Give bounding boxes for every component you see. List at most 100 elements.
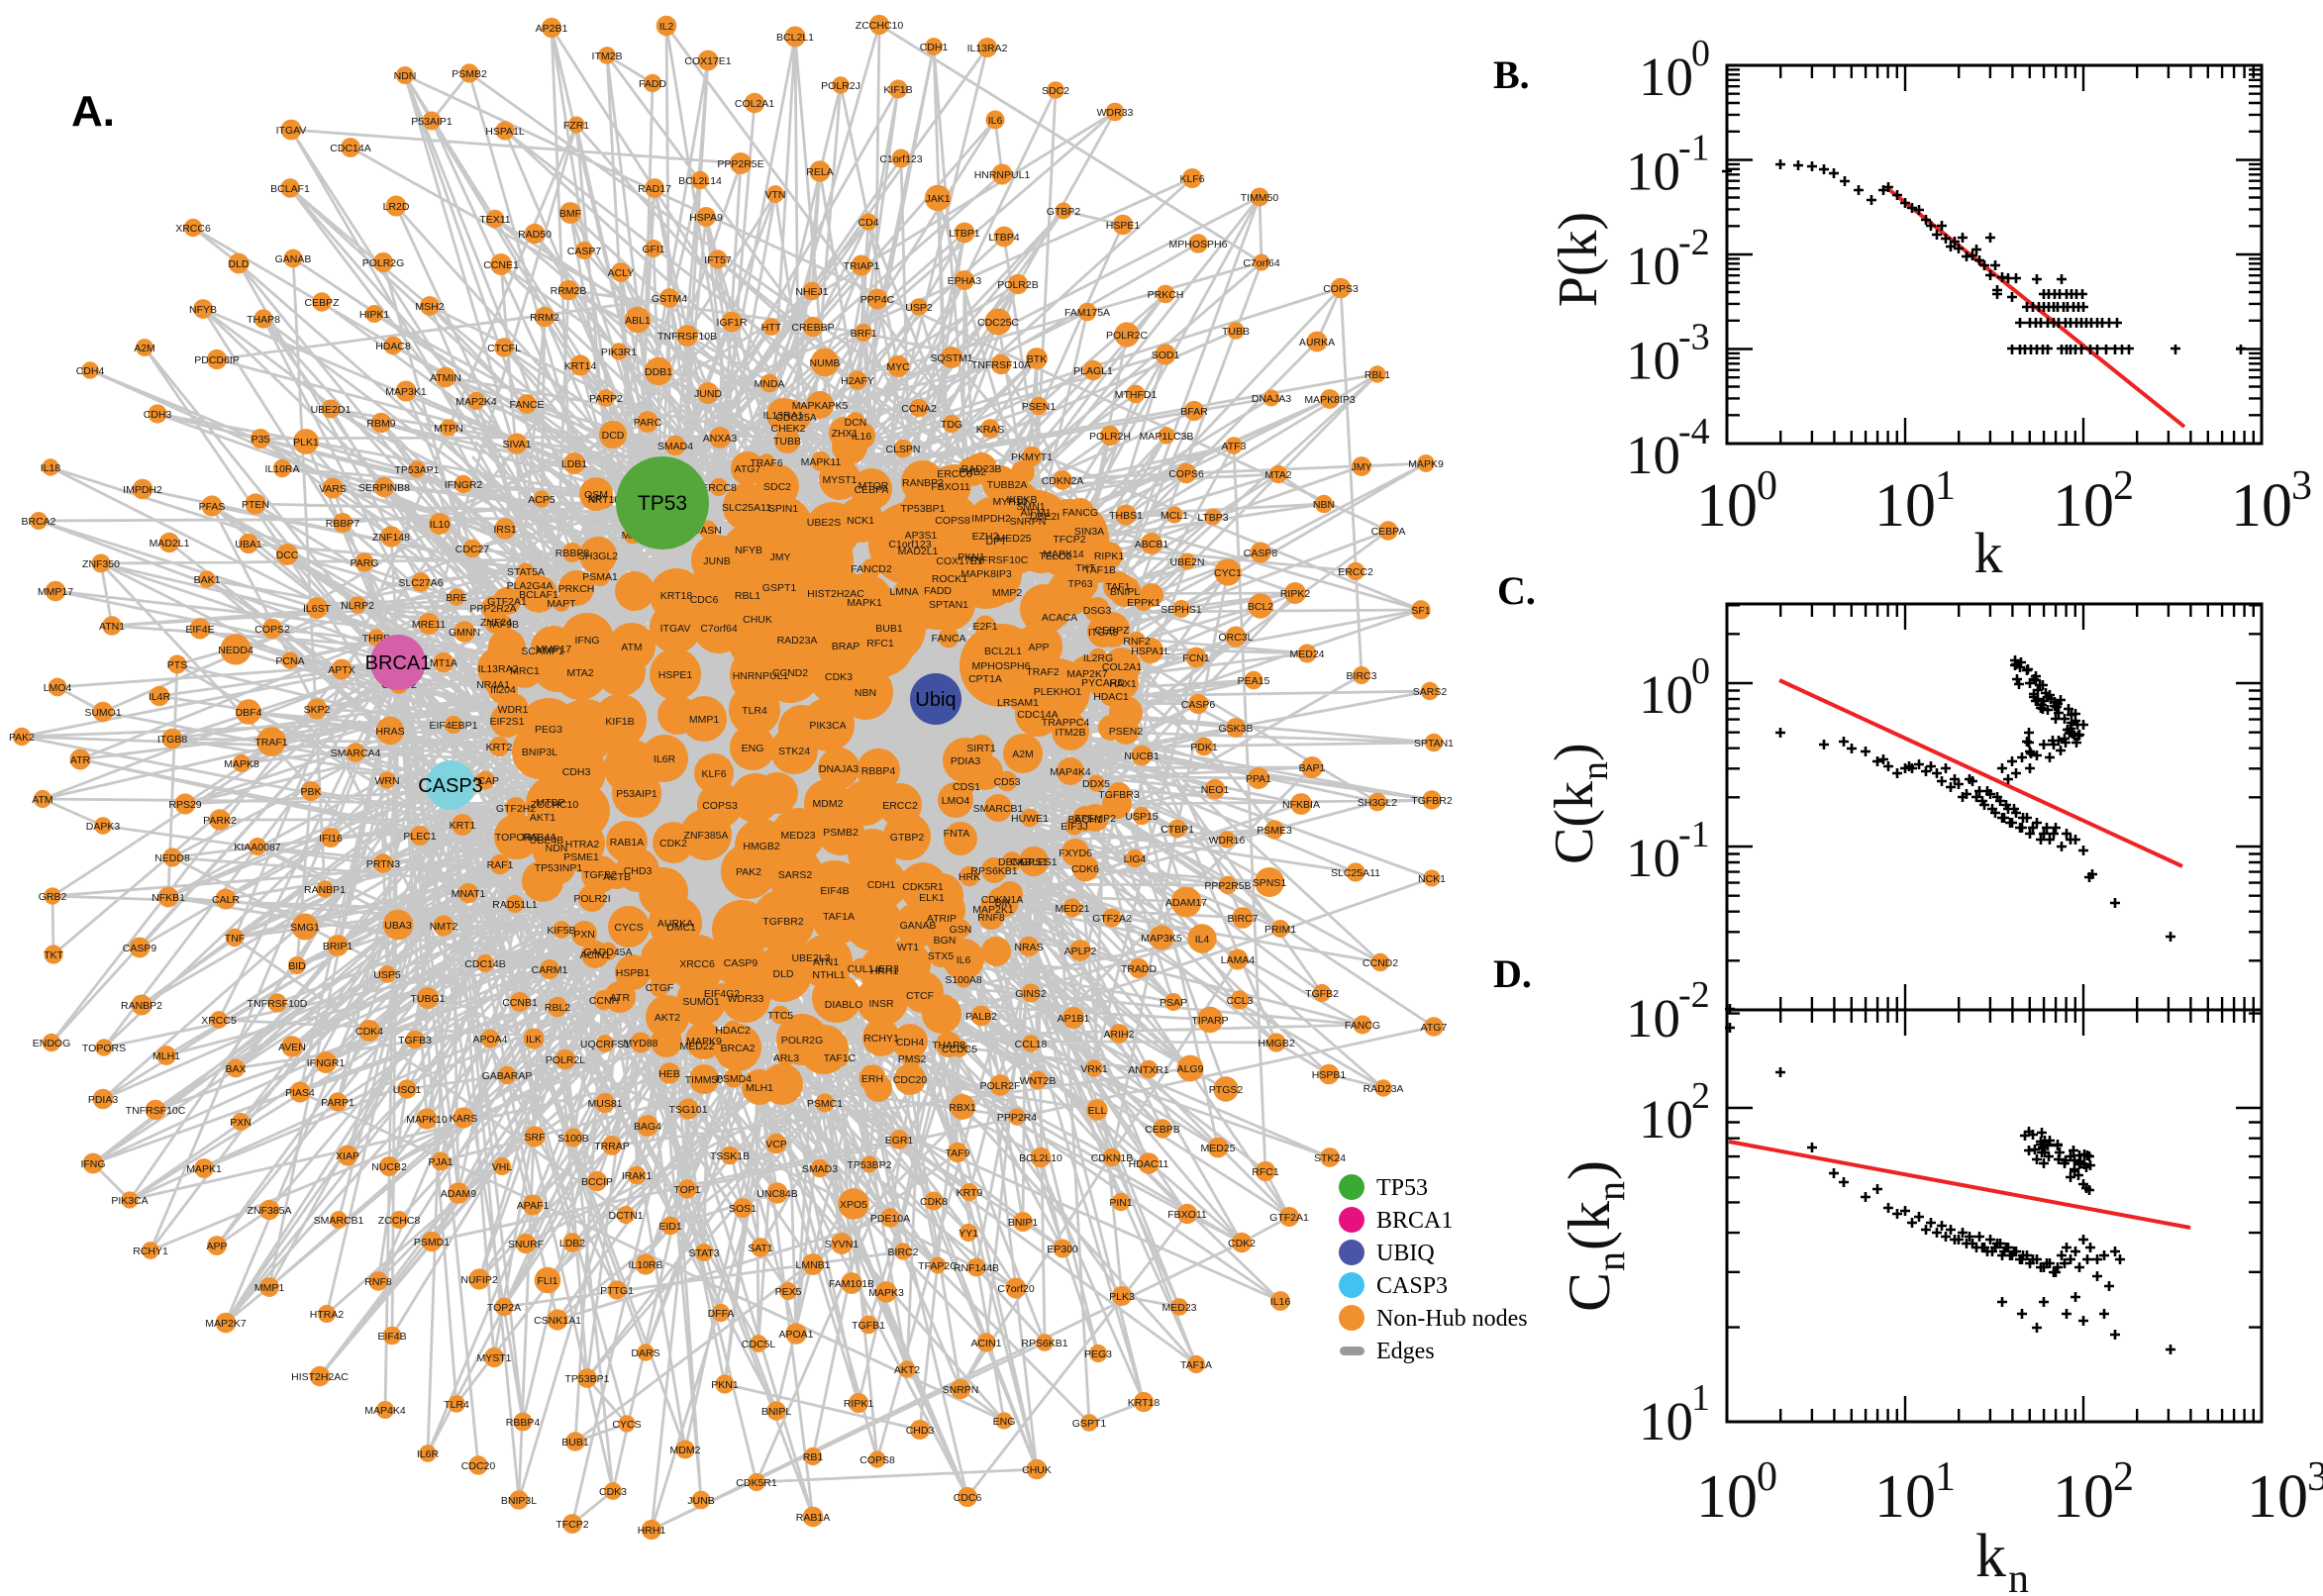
svg-text:JUNB: JUNB — [703, 555, 730, 567]
svg-text:): ) — [1544, 743, 1605, 761]
svg-text:TP53AP1: TP53AP1 — [395, 464, 440, 476]
svg-text:DBNL: DBNL — [998, 856, 1026, 868]
svg-text:PSEN2: PSEN2 — [1109, 726, 1144, 738]
svg-text:TKT: TKT — [44, 949, 63, 961]
svg-text:0: 0 — [1691, 33, 1710, 74]
svg-text:BID: BID — [288, 960, 306, 972]
svg-text:CCNB1: CCNB1 — [502, 997, 538, 1009]
svg-text:MAPK1: MAPK1 — [186, 1163, 222, 1175]
svg-text:PLK1: PLK1 — [293, 437, 319, 449]
svg-text:LMO4: LMO4 — [942, 795, 970, 807]
svg-text:CSNK1A1: CSNK1A1 — [534, 1315, 581, 1327]
svg-text:DDB1: DDB1 — [645, 366, 672, 378]
svg-text:CASP7: CASP7 — [567, 246, 602, 257]
svg-text:SERPINB8: SERPINB8 — [358, 482, 410, 494]
svg-text:ATRIP: ATRIP — [927, 913, 957, 925]
svg-text:IL10: IL10 — [430, 519, 451, 531]
svg-text:MCL1: MCL1 — [1161, 510, 1188, 522]
svg-text:3: 3 — [2291, 463, 2312, 509]
svg-text:GMNN: GMNN — [449, 627, 480, 639]
svg-text:BCL2L1: BCL2L1 — [776, 32, 814, 44]
svg-text:GTBP2: GTBP2 — [1047, 206, 1081, 218]
svg-text:FCN1: FCN1 — [1182, 652, 1210, 664]
svg-text:-2: -2 — [1678, 974, 1710, 1016]
svg-text:HDAC11: HDAC11 — [1129, 1158, 1169, 1170]
svg-text:FBXO11: FBXO11 — [931, 481, 970, 493]
svg-text:IL13RA2: IL13RA2 — [478, 663, 519, 675]
svg-text:NFYB: NFYB — [735, 545, 762, 556]
svg-text:TNFRSF10C: TNFRSF10C — [126, 1105, 186, 1117]
svg-text:CDK2: CDK2 — [659, 838, 687, 849]
svg-text:PXN: PXN — [230, 1117, 252, 1129]
svg-text:PLAGL1: PLAGL1 — [1073, 365, 1113, 377]
svg-text:TP53BP2: TP53BP2 — [848, 1159, 892, 1171]
svg-text:SARS2: SARS2 — [778, 869, 813, 881]
svg-text:MTA2: MTA2 — [1264, 469, 1291, 481]
svg-text:COPS2: COPS2 — [254, 624, 290, 636]
svg-text:ATG7: ATG7 — [1421, 1022, 1448, 1034]
svg-text:CDC14A: CDC14A — [330, 143, 370, 154]
svg-text:k: k — [1974, 521, 2003, 585]
svg-text:FAM175A: FAM175A — [1064, 307, 1110, 319]
svg-text:PSME3: PSME3 — [1257, 825, 1292, 837]
svg-text:ERCC6: ERCC6 — [937, 468, 972, 480]
svg-text:CCL3: CCL3 — [1227, 995, 1254, 1007]
svg-text:PPP2R5B: PPP2R5B — [1204, 880, 1251, 892]
svg-text:LDB1: LDB1 — [561, 458, 587, 470]
svg-text:RBL2: RBL2 — [545, 1002, 570, 1014]
svg-text:BMF: BMF — [559, 208, 581, 220]
svg-text:SMG1: SMG1 — [290, 922, 320, 934]
svg-text:IGF1R: IGF1R — [717, 317, 748, 329]
svg-text:PIK3CA: PIK3CA — [809, 720, 846, 732]
svg-text:PARP2: PARP2 — [589, 393, 623, 405]
svg-text:IL10RA: IL10RA — [264, 463, 299, 475]
svg-text:DIABLO: DIABLO — [825, 999, 863, 1011]
svg-text:C7orf20: C7orf20 — [997, 1283, 1035, 1295]
svg-text:P53AIP1: P53AIP1 — [411, 116, 453, 128]
svg-text:MMP17: MMP17 — [536, 644, 571, 655]
svg-text:TAF9: TAF9 — [946, 1147, 970, 1159]
svg-text:GANAB: GANAB — [275, 253, 312, 265]
svg-text:HSPB1: HSPB1 — [1312, 1069, 1347, 1081]
svg-text:BRF1: BRF1 — [851, 328, 877, 340]
svg-text:TAF1A: TAF1A — [1180, 1359, 1212, 1371]
svg-text:PPP2R5E: PPP2R5E — [717, 158, 763, 170]
svg-text:BCCIP: BCCIP — [581, 1176, 613, 1188]
svg-text:MAPK1: MAPK1 — [847, 597, 882, 609]
svg-text:JUND: JUND — [694, 388, 722, 400]
svg-text:GABARAP: GABARAP — [482, 1070, 533, 1082]
svg-text:A2M: A2M — [134, 343, 155, 354]
svg-text:CHUK: CHUK — [1022, 1464, 1052, 1476]
svg-text:MYST1: MYST1 — [476, 1352, 511, 1364]
svg-text:APOA4: APOA4 — [472, 1034, 507, 1046]
svg-text:ARL3: ARL3 — [773, 1052, 799, 1064]
svg-text:PDE10A: PDE10A — [870, 1213, 910, 1225]
svg-text:GSTM4: GSTM4 — [652, 293, 687, 305]
svg-text:TSG101: TSG101 — [668, 1104, 707, 1116]
svg-text:SOD1: SOD1 — [1152, 349, 1180, 361]
svg-text:TRAPPC4: TRAPPC4 — [1042, 717, 1090, 729]
svg-text:TIMM50: TIMM50 — [1241, 192, 1279, 204]
svg-text:GADD45A: GADD45A — [583, 947, 632, 958]
svg-text:10: 10 — [2231, 472, 2292, 540]
svg-text:-3: -3 — [1678, 317, 1710, 358]
svg-text:DAPK3: DAPK3 — [86, 821, 121, 833]
svg-text:INSR: INSR — [868, 998, 894, 1010]
svg-text:RBL1: RBL1 — [1364, 369, 1390, 381]
svg-text:RB1: RB1 — [803, 1451, 824, 1463]
svg-text:CDKN2A: CDKN2A — [1042, 475, 1084, 487]
svg-text:TP53BP1: TP53BP1 — [565, 1373, 610, 1385]
svg-text:PLA2G4A: PLA2G4A — [507, 580, 554, 592]
svg-text:FANCG: FANCG — [1062, 507, 1098, 519]
svg-text:BAP1: BAP1 — [1299, 762, 1326, 774]
svg-text:EIF4B: EIF4B — [377, 1331, 406, 1343]
svg-text:PSEN1: PSEN1 — [1022, 401, 1057, 413]
svg-text:ENDOG: ENDOG — [33, 1038, 71, 1049]
svg-text:MYST1: MYST1 — [822, 474, 857, 486]
svg-text:DMC1: DMC1 — [666, 922, 696, 934]
svg-text:TEX11: TEX11 — [479, 214, 510, 226]
svg-text:DDX5: DDX5 — [1082, 778, 1110, 790]
svg-text:ATR: ATR — [610, 992, 631, 1004]
svg-text:IL16: IL16 — [852, 431, 872, 443]
svg-text:PSMD1: PSMD1 — [414, 1237, 450, 1248]
